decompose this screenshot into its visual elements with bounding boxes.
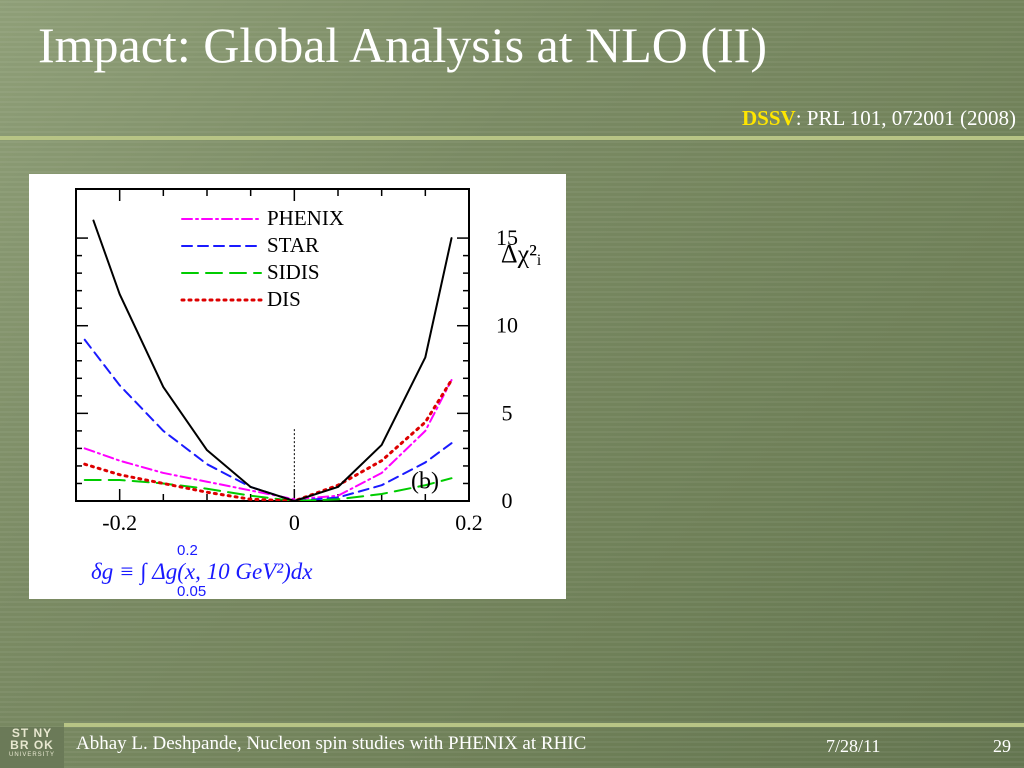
citation: DSSV: PRL 101, 072001 (2008) bbox=[742, 106, 1016, 131]
legend-label-phenix: PHENIX bbox=[267, 206, 344, 230]
panel-label: (b) bbox=[411, 469, 439, 495]
series-line-total bbox=[92, 219, 453, 501]
footer-date: 7/28/11 bbox=[826, 736, 881, 756]
logo-line2: BR OK bbox=[10, 738, 54, 752]
chart-figure: PHENIX STAR SIDIS DIS -0.2 0 0.2 0 5 10 15 Δχ²ᵢ (b)… bbox=[29, 174, 566, 599]
y-tick-label: 10 bbox=[496, 313, 518, 338]
series-group bbox=[83, 219, 454, 501]
university-logo: ST NY BR OK UNIVERSITY bbox=[0, 727, 64, 768]
y-tick-label: 15 bbox=[496, 225, 518, 250]
series-line-sidis bbox=[83, 477, 453, 501]
y-tick-label: 0 bbox=[502, 488, 513, 513]
footer-rule bbox=[64, 723, 1024, 727]
x-tick-label: 0 bbox=[289, 510, 300, 535]
formula-upper-limit: 0.2 bbox=[177, 542, 198, 559]
series-line-star bbox=[83, 338, 453, 501]
legend-label-dis: DIS bbox=[267, 287, 301, 311]
logo-line1: ST NY bbox=[11, 726, 53, 740]
title-rule bbox=[0, 136, 1024, 140]
footer-page-number: 29 bbox=[993, 736, 1011, 756]
y-tick-label: 5 bbox=[502, 400, 513, 425]
x-axis-formula: δg ≡ ∫ Δg(x, 10 GeV²)dx bbox=[91, 559, 313, 586]
legend-label-star: STAR bbox=[267, 233, 319, 257]
logo-line3: UNIVERSITY bbox=[8, 752, 55, 758]
legend-group: PHENIX STAR SIDIS DIS bbox=[180, 206, 344, 311]
series-line-dis bbox=[83, 378, 454, 501]
x-tick-label: -0.2 bbox=[102, 510, 137, 535]
legend-label-sidis: SIDIS bbox=[267, 260, 320, 284]
citation-rest: : PRL 101, 072001 (2008) bbox=[795, 106, 1016, 130]
formula-lower-limit: 0.05 bbox=[177, 583, 206, 599]
x-tick-label: 0.2 bbox=[455, 510, 483, 535]
slide-title: Impact: Global Analysis at NLO (II) bbox=[38, 17, 767, 73]
citation-highlight: DSSV bbox=[741, 106, 796, 130]
footer-author: Abhay L. Deshpande, Nucleon spin studies… bbox=[76, 733, 587, 754]
y-axis-label: Δχ²ᵢ bbox=[501, 240, 542, 269]
